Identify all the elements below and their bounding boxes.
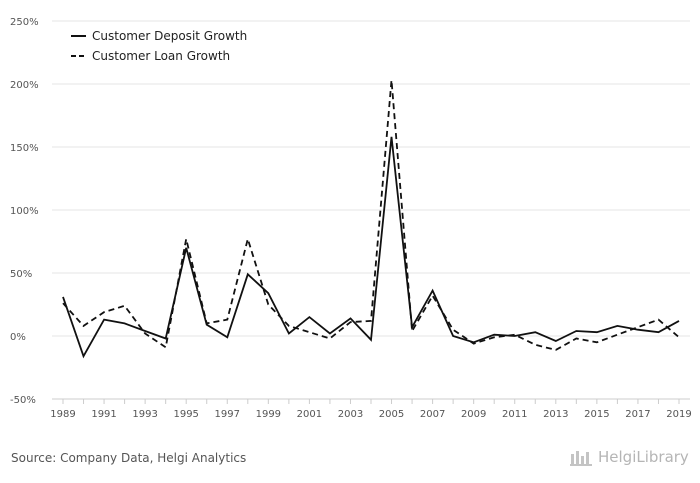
legend-item-deposit[interactable]: Customer Deposit Growth bbox=[71, 29, 247, 43]
grid-lines bbox=[52, 20, 690, 337]
line-chart: 250%200%150%100%50%0%-50% 1989 1991 1993 19… bbox=[10, 17, 692, 420]
x-tick-label: 2003 bbox=[338, 409, 363, 420]
y-tick-label: 50% bbox=[10, 269, 32, 280]
y-tick-label: 200% bbox=[10, 80, 39, 91]
x-tick-label: 2007 bbox=[420, 409, 445, 420]
x-tick-label: 2015 bbox=[584, 409, 609, 420]
legend-label-deposit: Customer Deposit Growth bbox=[92, 29, 247, 43]
legend-label-loan: Customer Loan Growth bbox=[92, 49, 230, 63]
x-tick-label: 1997 bbox=[215, 409, 240, 420]
x-tick-label: 2011 bbox=[502, 409, 527, 420]
x-tick-label: 2017 bbox=[625, 409, 650, 420]
y-axis: 250% 200% 150% 100% 50% 0% -50% bbox=[10, 17, 39, 406]
y-tick-label: 250% bbox=[10, 17, 39, 28]
y-tick-label: 0% bbox=[10, 332, 26, 343]
brand-name: HelgiLibrary bbox=[598, 448, 689, 466]
x-tick-label: 1995 bbox=[173, 409, 198, 420]
series-lines bbox=[62, 80, 680, 359]
series-line-loan[interactable] bbox=[62, 80, 680, 351]
x-tick-label: 2013 bbox=[543, 409, 568, 420]
x-tick-label: 1991 bbox=[91, 409, 116, 420]
source-note: Source: Company Data, Helgi Analytics bbox=[11, 451, 247, 465]
x-tick-label: 2009 bbox=[461, 409, 486, 420]
x-tick-label: 2019 bbox=[666, 409, 691, 420]
legend-item-loan[interactable]: Customer Loan Growth bbox=[71, 49, 230, 63]
x-tick-label: 2001 bbox=[297, 409, 322, 420]
brand-logo: HelgiLibrary bbox=[570, 448, 689, 466]
y-tick-label: 150% bbox=[10, 143, 39, 154]
y-tick-label: 100% bbox=[10, 206, 39, 217]
y-tick-label: -50% bbox=[10, 395, 36, 406]
library-icon bbox=[570, 451, 592, 466]
x-axis: 1989 1991 1993 1995 1997 1999 2001 2003 2005 2007… bbox=[50, 398, 692, 420]
x-tick-label: 2005 bbox=[379, 409, 404, 420]
x-tick-label: 1989 bbox=[50, 409, 75, 420]
x-tick-label: 1999 bbox=[256, 409, 281, 420]
series-line-deposit[interactable] bbox=[62, 136, 680, 359]
x-tick-label: 1993 bbox=[132, 409, 157, 420]
legend: Customer Deposit Growth Customer Loan Gr… bbox=[71, 29, 247, 63]
